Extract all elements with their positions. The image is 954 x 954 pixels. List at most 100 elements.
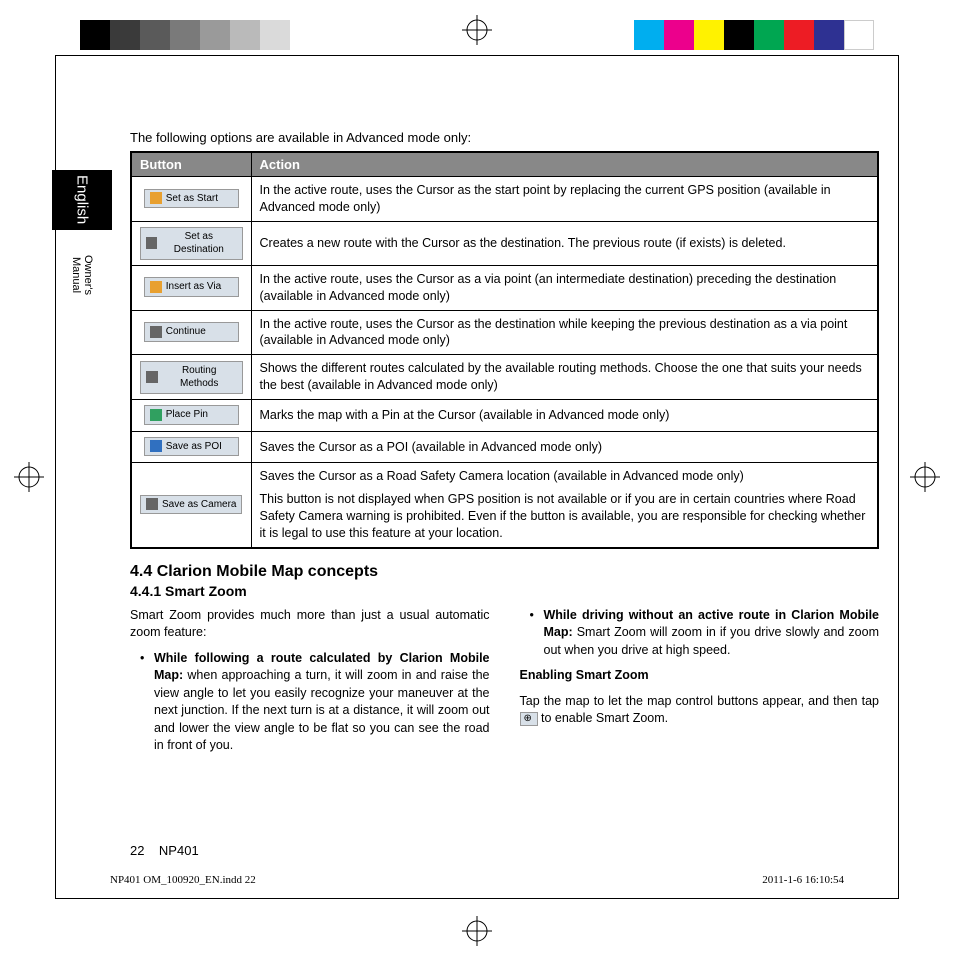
button-label: Save as Camera <box>162 498 236 512</box>
button-icon <box>150 326 162 338</box>
paragraph: Tap the map to let the map control butto… <box>520 693 880 728</box>
bullet-item: While driving without an active route in… <box>520 607 880 660</box>
indd-timestamp: 2011-1-6 16:10:54 <box>762 874 844 886</box>
color-swatch <box>140 20 170 50</box>
paragraph: Smart Zoom provides much more than just … <box>130 607 490 642</box>
table-header-button: Button <box>131 152 251 177</box>
ui-button-set-as-start[interactable]: Set as Start <box>144 189 239 209</box>
ui-button-save-as-camera[interactable]: Save as Camera <box>140 495 242 515</box>
button-icon <box>150 409 162 421</box>
button-icon <box>150 281 162 293</box>
button-cell: Save as Camera <box>131 463 251 548</box>
button-icon <box>146 237 157 249</box>
action-cell: Shows the different routes calculated by… <box>251 355 878 400</box>
registration-bar <box>0 15 954 55</box>
table-row: Place Pin Marks the map with a Pin at the… <box>131 400 878 432</box>
model-number: NP401 <box>159 843 199 858</box>
table-row: Save as POI Saves the Cursor as a POI (av… <box>131 431 878 463</box>
action-cell: In the active route, uses the Cursor as … <box>251 310 878 355</box>
button-icon <box>146 371 158 383</box>
color-swatch <box>784 20 814 50</box>
language-tab: English <box>52 170 112 230</box>
ui-button-insert-as-via[interactable]: Insert as Via <box>144 277 239 297</box>
ui-button-set-as-destination[interactable]: Set as Destination <box>140 227 243 260</box>
table-row: Insert as Via In the active route, uses t… <box>131 265 878 310</box>
page-footer: 22 NP401 <box>130 843 199 858</box>
button-label: Place Pin <box>166 408 208 422</box>
button-cell: Set as Destination <box>131 221 251 265</box>
indesign-slug: NP401 OM_100920_EN.indd 22 2011-1-6 16:1… <box>110 874 844 886</box>
color-swatch <box>110 20 140 50</box>
bullet-rest: when approaching a turn, it will zoom in… <box>154 668 490 752</box>
subsection-heading: 4.4.1 Smart Zoom <box>130 583 879 599</box>
button-cell: Continue <box>131 310 251 355</box>
registration-mark-icon <box>462 916 492 946</box>
bullet-item: While following a route calculated by Cl… <box>130 650 490 755</box>
button-label: Routing Methods <box>162 364 237 391</box>
color-swatch <box>634 20 664 50</box>
right-column: While driving without an active route in… <box>520 607 880 763</box>
language-label: English <box>74 175 91 224</box>
registration-mark-icon <box>462 15 492 45</box>
section-heading: 4.4 Clarion Mobile Map concepts <box>130 563 879 581</box>
ui-button-routing-methods[interactable]: Routing Methods <box>140 361 243 394</box>
button-cell: Save as POI <box>131 431 251 463</box>
button-cell: Insert as Via <box>131 265 251 310</box>
bullet-rest: Smart Zoom will zoom in if you drive slo… <box>544 625 880 657</box>
action-cell: Saves the Cursor as a Road Safety Camera… <box>251 463 878 548</box>
intro-text: The following options are available in A… <box>130 130 879 145</box>
crop-line <box>55 55 899 56</box>
registration-mark-icon <box>910 462 940 492</box>
manual-label: Owner's Manual <box>70 240 94 310</box>
action-cell: In the active route, uses the Cursor as … <box>251 177 878 222</box>
table-row: Continue In the active route, uses the Cu… <box>131 310 878 355</box>
button-label: Set as Destination <box>161 230 236 257</box>
color-swatch <box>844 20 874 50</box>
text-fragment: Tap the map to let the map control butto… <box>520 694 880 708</box>
color-swatch <box>724 20 754 50</box>
crop-line <box>898 55 899 899</box>
color-swatch <box>260 20 290 50</box>
color-swatch <box>694 20 724 50</box>
button-label: Set as Start <box>166 192 218 206</box>
button-label: Continue <box>166 325 206 339</box>
ui-button-place-pin[interactable]: Place Pin <box>144 405 239 425</box>
color-swatch <box>80 20 110 50</box>
button-cell: Place Pin <box>131 400 251 432</box>
text-fragment: to enable Smart Zoom. <box>538 711 669 725</box>
table-header-action: Action <box>251 152 878 177</box>
ui-button-save-as-poi[interactable]: Save as POI <box>144 437 239 457</box>
two-column-body: Smart Zoom provides much more than just … <box>130 607 879 763</box>
table-row: Set as Destination Creates a new route wi… <box>131 221 878 265</box>
sub-heading: Enabling Smart Zoom <box>520 667 880 685</box>
table-row: Set as Start In the active route, uses th… <box>131 177 878 222</box>
action-cell: Saves the Cursor as a POI (available in … <box>251 431 878 463</box>
button-icon <box>150 440 162 452</box>
page-number: 22 <box>130 843 144 858</box>
button-label: Save as POI <box>166 440 222 454</box>
crop-line <box>55 898 899 899</box>
ui-button-continue[interactable]: Continue <box>144 322 239 342</box>
button-cell: Set as Start <box>131 177 251 222</box>
registration-mark-icon <box>14 462 44 492</box>
indd-filename: NP401 OM_100920_EN.indd 22 <box>110 874 256 886</box>
color-swatch <box>664 20 694 50</box>
action-cell: Creates a new route with the Cursor as t… <box>251 221 878 265</box>
page-content: English Owner's Manual The following opt… <box>130 130 879 854</box>
left-column: Smart Zoom provides much more than just … <box>130 607 490 763</box>
color-swatch <box>230 20 260 50</box>
color-swatch <box>754 20 784 50</box>
action-cell: Marks the map with a Pin at the Cursor (… <box>251 400 878 432</box>
button-cell: Routing Methods <box>131 355 251 400</box>
manual-tab: Owner's Manual <box>52 240 112 310</box>
button-label: Insert as Via <box>166 280 221 294</box>
button-icon <box>146 498 158 510</box>
table-row: Save as Camera Saves the Cursor as a Road… <box>131 463 878 548</box>
color-swatch <box>200 20 230 50</box>
options-table: Button Action Set as Start In the active … <box>130 151 879 549</box>
table-row: Routing Methods Shows the different route… <box>131 355 878 400</box>
button-icon <box>150 192 162 204</box>
action-cell: In the active route, uses the Cursor as … <box>251 265 878 310</box>
smart-zoom-icon <box>520 712 538 726</box>
color-swatch <box>170 20 200 50</box>
